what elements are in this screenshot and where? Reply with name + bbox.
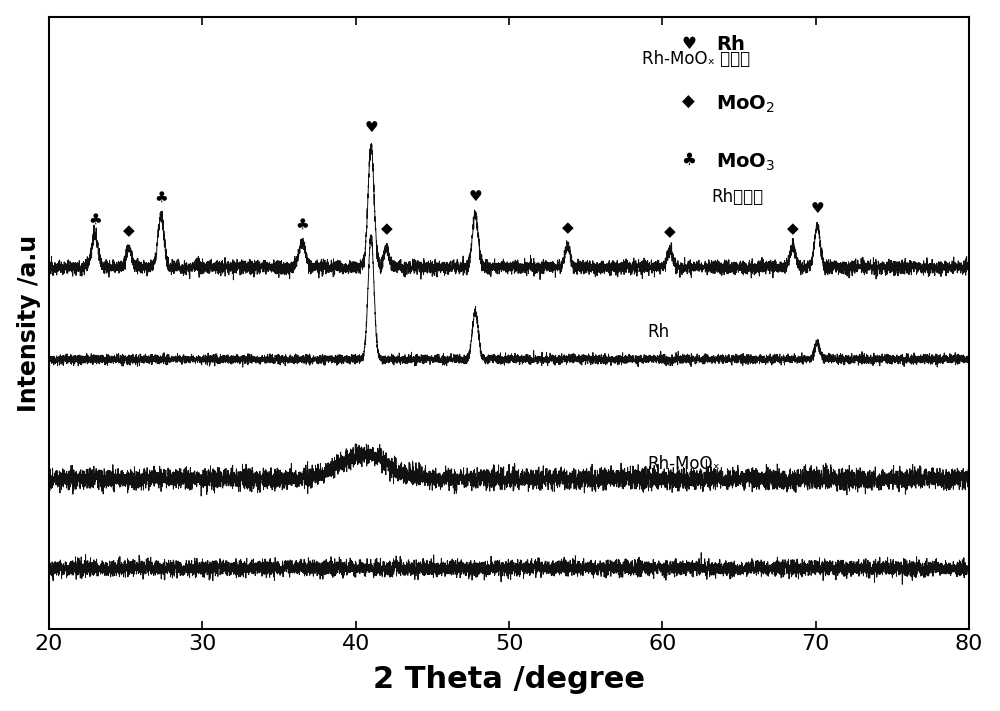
Text: Rh退火后: Rh退火后 [712, 188, 764, 206]
Text: ♣: ♣ [88, 212, 102, 227]
Text: ◆: ◆ [664, 225, 676, 240]
Text: ♣: ♣ [295, 218, 309, 232]
Text: ♣: ♣ [154, 189, 168, 204]
Text: ◆: ◆ [787, 221, 799, 236]
Text: MoO$_2$: MoO$_2$ [716, 93, 775, 114]
Text: ♥: ♥ [364, 119, 378, 135]
X-axis label: 2 Theta /degree: 2 Theta /degree [373, 665, 645, 695]
Text: ♥: ♥ [811, 201, 824, 215]
Text: ♥: ♥ [469, 189, 482, 204]
Text: ♥: ♥ [681, 35, 696, 53]
Text: ♣: ♣ [681, 151, 696, 169]
Text: Rh-MoOₓ: Rh-MoOₓ [647, 455, 720, 473]
Text: Rh-MoOₓ 退火后: Rh-MoOₓ 退火后 [642, 50, 751, 68]
Text: ◆: ◆ [381, 221, 392, 236]
Text: Rh: Rh [716, 35, 745, 54]
Text: Rh: Rh [647, 323, 669, 341]
Text: ◆: ◆ [123, 223, 135, 237]
Text: ◆: ◆ [682, 93, 695, 111]
Y-axis label: Intensity /a.u: Intensity /a.u [17, 235, 41, 412]
Text: MoO$_3$: MoO$_3$ [716, 151, 775, 173]
Text: ◆: ◆ [561, 220, 573, 235]
